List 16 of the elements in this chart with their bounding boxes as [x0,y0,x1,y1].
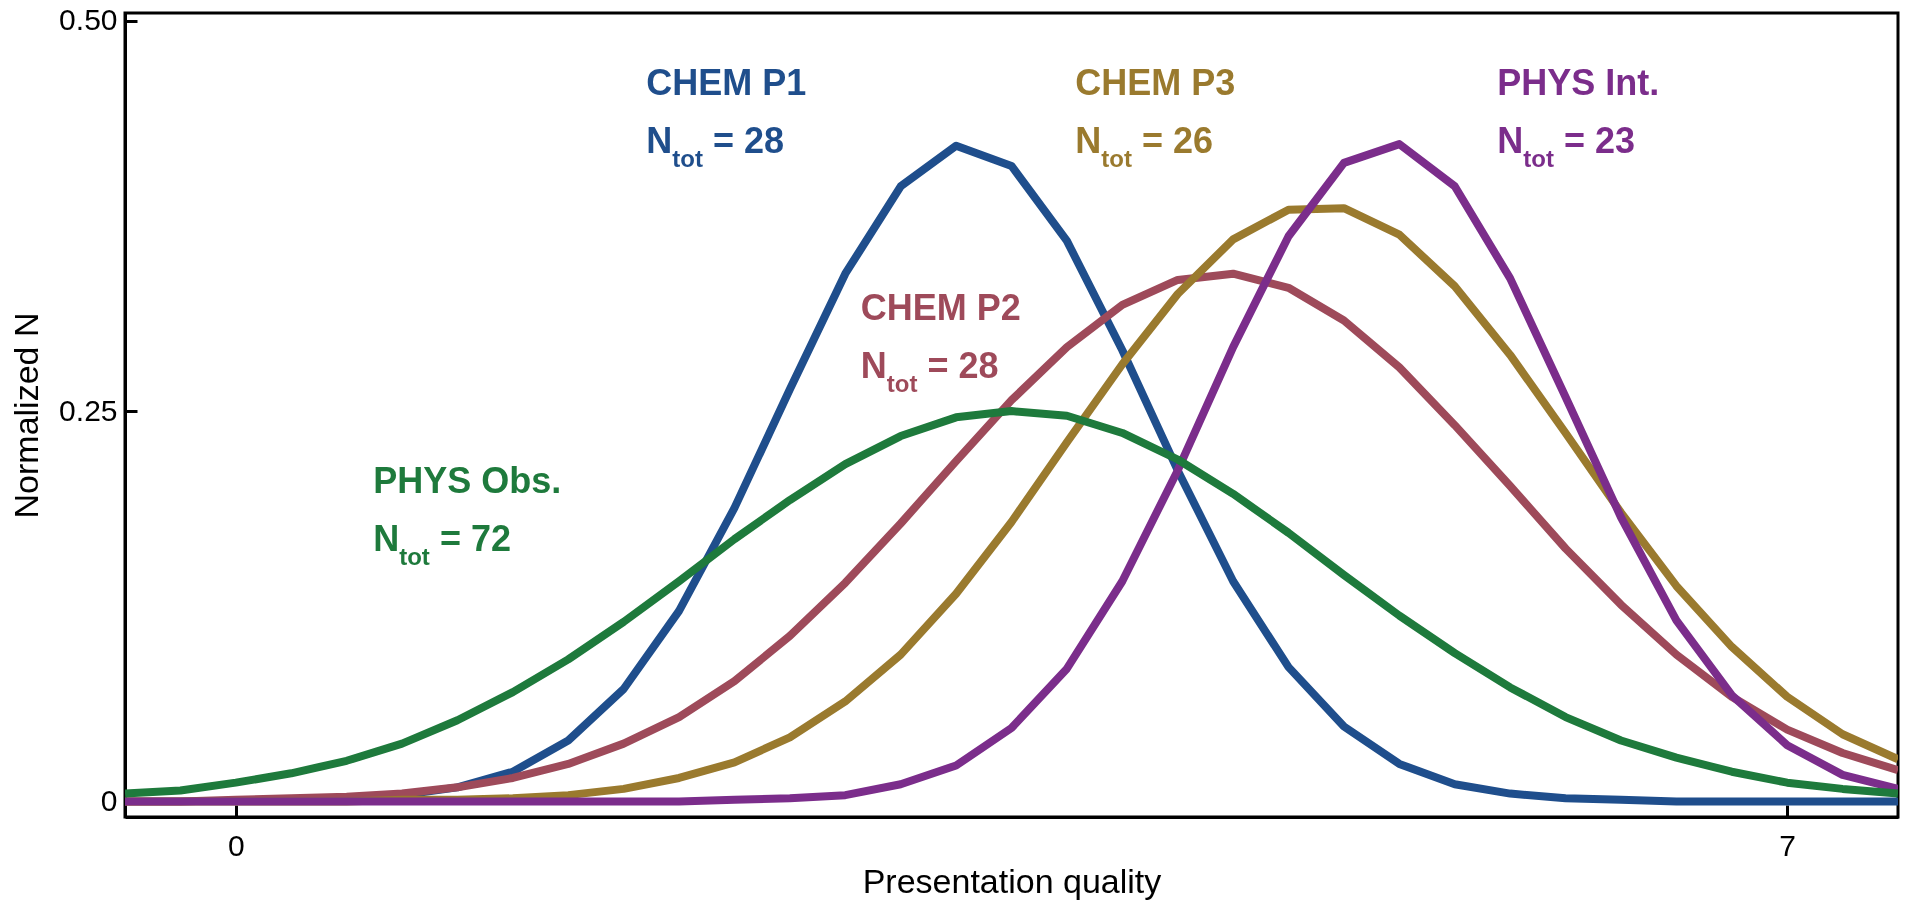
x-tick-label: 7 [1779,828,1797,862]
series-label: CHEM P2 [860,286,1021,328]
text: CHEM P1 [646,61,807,103]
text: PHYS Obs. [373,459,562,501]
text: CHEM P3 [1075,61,1236,103]
annotation: N$_{tot}$ = 26 [1075,119,1214,172]
y-tick-label: 0 [100,783,118,817]
y-axis-title: Normalized N [7,312,46,519]
annotation: N$_{tot}$ = 23 [1497,119,1636,172]
y-tick-label: 0.25 [59,393,118,427]
x-axis-title: Presentation quality [862,861,1162,900]
annotation: N$_{tot}$ = 72 [373,517,511,570]
annotation: N$_{tot}$ = 28 [860,344,999,397]
annotation: N$_{tot}$ = 28 [646,119,784,172]
text: PHYS Int. [1497,61,1660,103]
y-tick-label: 0.50 [59,3,118,37]
